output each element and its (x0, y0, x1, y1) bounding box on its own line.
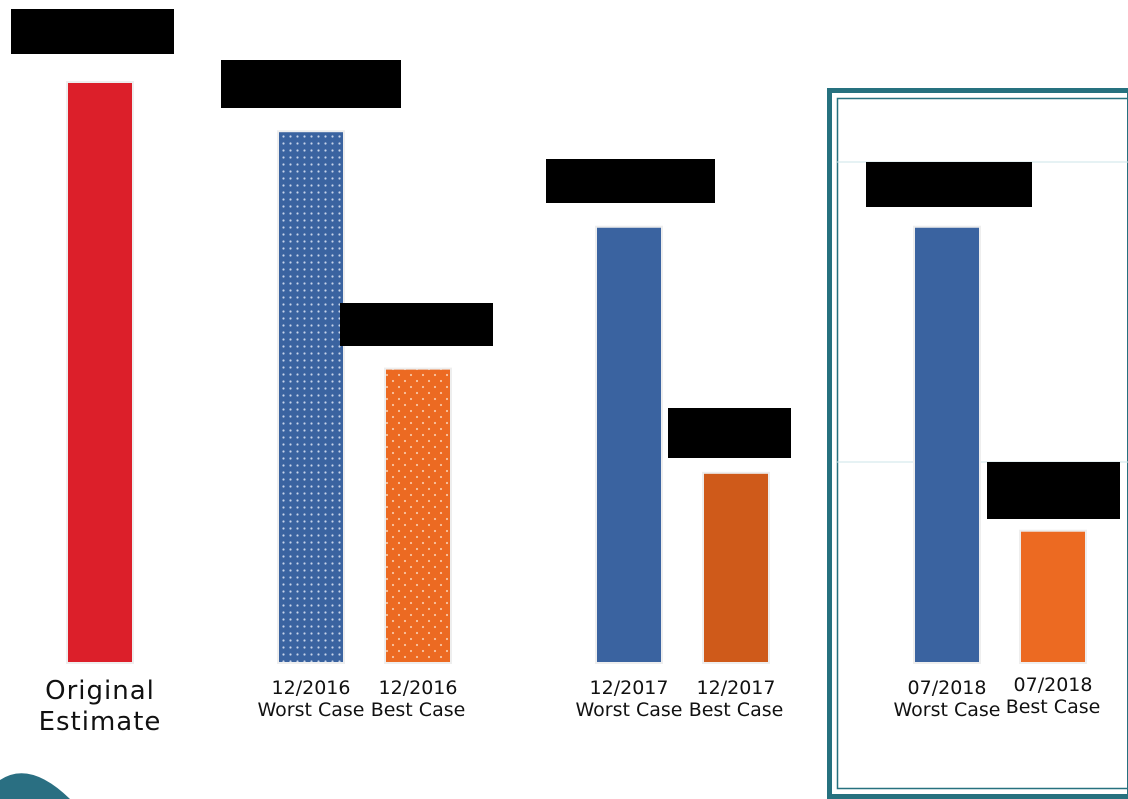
bar-12-2017-worst-case (597, 227, 661, 662)
x-tick-label: 12/2017 Best Case (688, 677, 784, 722)
bar-original-estimate (68, 83, 132, 662)
bar-12-2016-worst-case (279, 132, 343, 663)
bars-group (66, 81, 1087, 665)
x-tick-label: 12/2016 Best Case (370, 677, 466, 722)
x-tick-label: 12/2017 Worst Case (575, 677, 683, 722)
x-tick-label: 07/2018 Worst Case (893, 677, 1001, 722)
redacted-data-label (987, 462, 1120, 519)
redacted-data-label (546, 159, 715, 203)
x-tick-label: 07/2018 Best Case (1005, 674, 1101, 719)
bar-12-2017-best-case (704, 473, 768, 662)
redacted-data-label (340, 303, 493, 346)
bar-12-2016-best-case (386, 369, 450, 662)
redacted-data-label (866, 162, 1032, 207)
redacted-data-label (221, 60, 401, 108)
corner-swoosh-decoration (0, 773, 70, 799)
bar-07-2018-best-case (1021, 531, 1085, 662)
x-tick-label: 12/2016 Worst Case (257, 677, 365, 722)
redacted-data-label (11, 9, 174, 54)
x-tick-label: Original Estimate (38, 676, 162, 737)
bar-07-2018-worst-case (915, 227, 979, 662)
redacted-data-label (668, 408, 791, 458)
